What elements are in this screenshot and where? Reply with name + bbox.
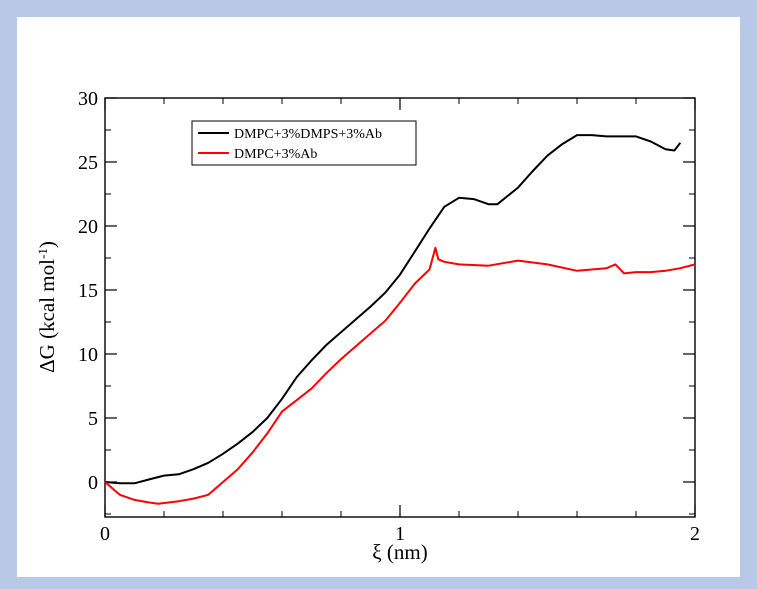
- legend-label-series-2: DMPC+3%Ab: [234, 147, 317, 162]
- y-axis-label-close: ): [35, 241, 59, 248]
- y-axis-label-main: ΔG (kcal mol: [35, 259, 59, 373]
- x-tick-label: 0: [100, 523, 110, 545]
- y-axis-label-superscript: -1: [35, 248, 50, 259]
- series-line-2: [104, 246, 696, 505]
- y-tick-label: 20: [78, 216, 98, 238]
- x-tick-label: 1: [395, 523, 405, 545]
- y-axis-label: ΔG (kcal mol-1): [35, 241, 60, 373]
- series-line-1: [104, 134, 682, 485]
- x-tick-label: 2: [690, 523, 700, 545]
- x-axis-label: ξ (nm): [372, 540, 427, 564]
- legend-label-series-1: DMPC+3%DMPS+3%Ab: [234, 127, 382, 142]
- y-tick-label: 30: [78, 88, 98, 110]
- y-tick-label: 25: [78, 152, 98, 174]
- chart-panel: 0 1 2 0 5 10 15 20 25 30 ξ (nm) ΔG (kcal mol-1) D…: [17, 17, 740, 577]
- tick-group: [104, 97, 696, 517]
- y-tick-label: 5: [88, 408, 98, 430]
- series-group: [104, 134, 696, 505]
- y-tick-label: 10: [78, 344, 98, 366]
- legend-box: [191, 120, 417, 166]
- y-tick-label: 15: [78, 280, 98, 302]
- legend: DMPC+3%DMPS+3%Ab DMPC+3%Ab: [191, 120, 417, 166]
- y-tick-label: 0: [88, 472, 98, 494]
